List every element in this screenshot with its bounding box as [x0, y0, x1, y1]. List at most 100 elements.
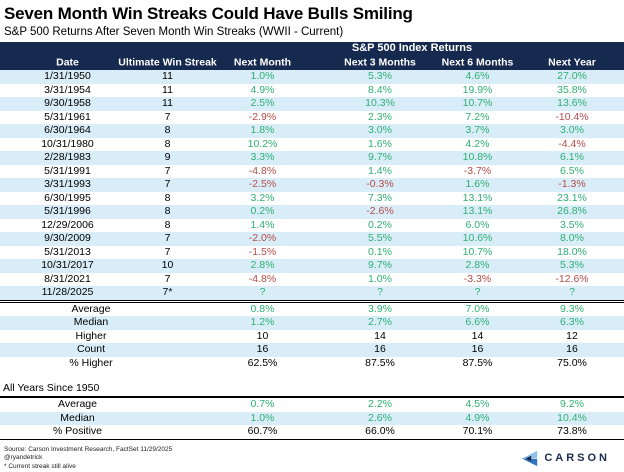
cell: 7.3%: [368, 191, 392, 204]
all-years-table: Average 0.7% 2.2% 4.5% 9.2% Median 1.0% 2.6% 4.9…: [0, 396, 624, 440]
streak-row: 12/29/2006 8 1.4% 0.2% 6.0% 3.5%: [0, 219, 624, 233]
cell: 35.8%: [557, 83, 587, 96]
cell: 13.1%: [462, 191, 493, 204]
column-header-label: Next Month: [233, 56, 292, 69]
cell: 23.1%: [557, 191, 587, 204]
cell: 10.8%: [435, 151, 520, 165]
column-header-date: Date: [0, 56, 135, 70]
cell: 5/31/1991: [44, 164, 91, 177]
streak-row: 6/30/1995 8 3.2% 7.3% 13.1% 23.1%: [0, 192, 624, 206]
cell: -12.6%: [555, 272, 589, 285]
cell: 8: [164, 137, 171, 150]
all-years-row: % Positive 60.7% 66.0% 70.1% 73.8%: [0, 425, 624, 439]
cell: 1.4%: [250, 218, 275, 231]
summary-row: Higher 10 14 14 12: [0, 330, 624, 344]
streak-row: 11/28/2025 7*????: [0, 286, 624, 301]
streak-row: 1/31/1950 11 1.0% 5.3% 4.6% 27.0%: [0, 70, 624, 84]
all-years-section-label: All Years Since 1950: [3, 382, 100, 394]
section-gap: [0, 370, 624, 382]
cell: Count: [0, 343, 200, 357]
cell: 10: [135, 259, 200, 273]
cell: 9.7%: [325, 259, 435, 273]
column-header-next-year: Next Year: [520, 56, 624, 70]
cell: 5.3%: [520, 259, 624, 273]
column-header-label: Next Year: [548, 56, 596, 69]
cell: 0.2%: [200, 205, 325, 219]
cell: 7: [135, 178, 200, 192]
cell: 60.7%: [247, 425, 278, 437]
cell: -4.8%: [248, 164, 277, 177]
cell: 1.2%: [200, 316, 325, 330]
cell: 4.9%: [250, 83, 275, 96]
cell: 9.7%: [325, 151, 435, 165]
cell: -1.5%: [248, 245, 277, 258]
cell: 8.4%: [368, 83, 392, 96]
column-header-next-6-months: Next 6 Months: [435, 56, 520, 70]
cell: 87.5%: [365, 356, 395, 369]
streak-row: 5/31/1991 7 -4.8% 1.4% -3.7% 6.5%: [0, 165, 624, 179]
cell: 19.9%: [462, 83, 493, 96]
cell: 6.5%: [560, 164, 584, 177]
streak-row: 10/31/2017 10 2.8% 9.7% 2.8% 5.3%: [0, 259, 624, 273]
carson-chevron-icon: [522, 450, 538, 466]
cell: Higher: [75, 329, 107, 342]
group-header-spacer: [0, 42, 200, 56]
cell: -2.6%: [325, 205, 435, 219]
cell: 4.9%: [435, 411, 521, 425]
cell: 6.1%: [520, 151, 624, 165]
streak-row: 9/30/1958 11 2.5% 10.3% 10.7% 13.6%: [0, 97, 624, 111]
cell: 2.2%: [368, 398, 392, 410]
cell: 6/30/1995: [44, 191, 91, 204]
cell: 12/29/2006: [41, 218, 94, 231]
all-years-row: Average 0.7% 2.2% 4.5% 9.2%: [0, 397, 624, 412]
cell: ?: [520, 286, 624, 301]
cell: 62.5%: [247, 356, 278, 369]
cell: 8: [164, 191, 171, 204]
cell: % Higher: [69, 356, 113, 369]
cell: 9/30/1958: [0, 97, 135, 111]
column-header-label: Ultimate Win Streak: [118, 56, 217, 69]
cell: 10/31/1980: [41, 137, 94, 150]
column-header-streak: Ultimate Win Streak: [118, 56, 217, 70]
cell: 3.5%: [560, 218, 584, 231]
column-header-row: Date Ultimate Win Streak Next Month Next…: [0, 56, 624, 70]
cell: 5/31/1996: [0, 205, 135, 219]
cell: 7: [164, 110, 171, 123]
summary-row: % Higher 62.5% 87.5% 87.5% 75.0%: [0, 357, 624, 371]
column-header-next-3-months: Next 3 Months: [325, 56, 435, 70]
cell: 7*: [135, 286, 200, 301]
cell: ?: [435, 286, 520, 301]
streak-row: 2/28/1983 9 3.3% 9.7% 10.8% 6.1%: [0, 151, 624, 165]
cell: 3/31/1954: [44, 83, 91, 96]
cell: 3.9%: [325, 299, 435, 316]
cell: 6.6%: [435, 316, 520, 330]
cell: -2.5%: [200, 178, 325, 192]
group-header-row: S&P 500 Index Returns: [0, 42, 624, 56]
summary-row: Count 16 16 16 16: [0, 343, 624, 357]
cell: 14: [471, 329, 484, 342]
cell: 26.8%: [520, 205, 624, 219]
cell: 5.3%: [325, 70, 435, 84]
cell: 4.6%: [435, 70, 520, 84]
cell: 9: [135, 151, 200, 165]
cell: -2.0%: [200, 232, 325, 246]
carson-logo-text: CARSON: [544, 452, 610, 464]
group-header-label: S&P 500 Index Returns: [351, 42, 473, 55]
cell: 2.7%: [325, 316, 435, 330]
cell: 16: [325, 343, 435, 357]
streak-row: 3/31/1993 7 -2.5% -0.3% 1.6% -1.3%: [0, 178, 624, 192]
cell: 1.0%: [200, 70, 325, 84]
cell: Median: [0, 316, 200, 330]
footer: Source: Carson Investment Research, Fact…: [0, 440, 624, 472]
cell: 11/28/2025: [0, 286, 135, 301]
column-header-label: Next 3 Months: [344, 56, 416, 69]
cell: 1.0%: [368, 272, 392, 285]
carson-logo: CARSON: [521, 450, 610, 467]
cell: 16: [520, 343, 624, 357]
streak-row: 5/31/1996 8 0.2% -2.6% 13.1% 26.8%: [0, 205, 624, 219]
cell: Median: [0, 411, 201, 425]
cell: 7: [164, 272, 171, 285]
cell: 5.5%: [325, 232, 435, 246]
streak-row: 6/30/1964 8 1.8% 3.0% 3.7% 3.0%: [0, 124, 624, 138]
cell: 7.2%: [465, 110, 490, 123]
